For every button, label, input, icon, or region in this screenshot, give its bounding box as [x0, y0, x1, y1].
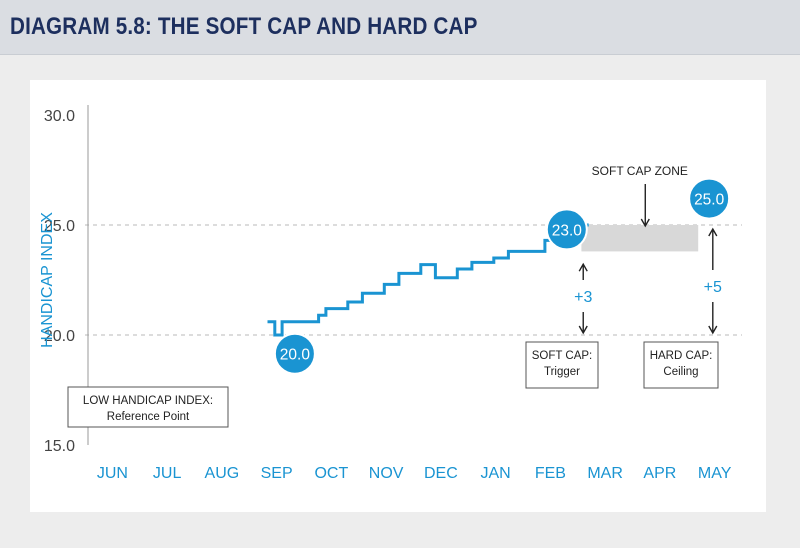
plus3-up-arrow-head [578, 262, 588, 272]
value-badge-label: 25.0 [694, 192, 725, 209]
x-tick-label: DEC [424, 465, 458, 482]
zone-arrow-line-head [640, 218, 650, 228]
handicap-chart: 30.0 25.0 20.0 15.0 HANDICAP INDEX JUN JUL AU… [39, 105, 742, 482]
plus3-down-arrow-head [578, 325, 588, 335]
chart-panel: 30.0 25.0 20.0 15.0 HANDICAP INDEX JUN JUL AU… [30, 80, 766, 512]
hard-cap-box: HARD CAP: Ceiling [643, 341, 719, 389]
value-badge-label: 23.0 [552, 222, 583, 239]
soft-cap-zone-arrow [640, 184, 650, 228]
soft-cap-box: SOFT CAP: Trigger [525, 341, 599, 389]
plus-5-arrows [708, 227, 718, 335]
hard-cap-title: HARD CAP: [650, 350, 713, 362]
hard-cap-subtitle: Ceiling [663, 366, 698, 378]
value-badge-circle [273, 332, 316, 375]
handicap-index-line [267, 223, 589, 337]
x-tick-label: NOV [369, 465, 404, 482]
x-tick-labels: JUN JUL AUG SEP OCT NOV DEC JAN FEB MAR APR MAY [97, 465, 732, 482]
y-tick-label: 30.0 [44, 108, 75, 125]
x-tick-label: JUN [97, 465, 128, 482]
soft-cap-title: SOFT CAP: [532, 350, 593, 362]
soft-cap-subtitle: Trigger [544, 366, 580, 378]
low-index-title: LOW HANDICAP INDEX: [83, 395, 213, 407]
y-axis-label: HANDICAP INDEX [39, 212, 56, 348]
x-tick-label: AUG [205, 465, 240, 482]
plus-5-label: +5 [704, 279, 722, 296]
x-tick-label: JAN [481, 465, 511, 482]
low-index-box: LOW HANDICAP INDEX: Reference Point [67, 386, 229, 428]
x-tick-label: JUL [153, 465, 182, 482]
y-tick-label: 25.0 [44, 218, 75, 235]
plus-3-arrows [578, 262, 588, 335]
x-tick-label: APR [643, 465, 676, 482]
low-index-box-frame [67, 386, 229, 428]
x-tick-label: MAY [698, 465, 732, 482]
x-tick-label: SEP [261, 465, 293, 482]
y-tick-labels: 30.0 25.0 20.0 15.0 [44, 108, 75, 455]
soft-cap-zone-area [581, 225, 699, 252]
x-tick-label: FEB [535, 465, 566, 482]
annotations: SOFT CAP ZONE +3 +5 LOW HANDICAP INDEX: … [67, 164, 722, 428]
soft-cap-zone-label: SOFT CAP ZONE [592, 164, 688, 178]
value-badge-label: 20.0 [280, 347, 311, 364]
plus5-up-arrow-head [708, 227, 718, 237]
plus-3-label: +3 [574, 289, 592, 306]
x-tick-label: OCT [314, 465, 348, 482]
y-tick-label: 20.0 [44, 328, 75, 345]
diagram-header: DIAGRAM 5.8: THE SOFT CAP AND HARD CAP [0, 0, 800, 55]
x-tick-label: MAR [587, 465, 623, 482]
y-tick-label: 15.0 [44, 438, 75, 455]
soft-cap-box-frame [525, 341, 599, 389]
low-index-subtitle: Reference Point [107, 411, 190, 423]
value-badges: 20.0 23.0 25.0 [273, 177, 731, 375]
diagram-title: DIAGRAM 5.8: THE SOFT CAP AND HARD CAP [10, 13, 478, 40]
hard-cap-box-frame [643, 341, 719, 389]
value-badge-circle [545, 208, 588, 251]
value-badge-circle [688, 177, 731, 220]
plus5-down-arrow-head [708, 325, 718, 335]
